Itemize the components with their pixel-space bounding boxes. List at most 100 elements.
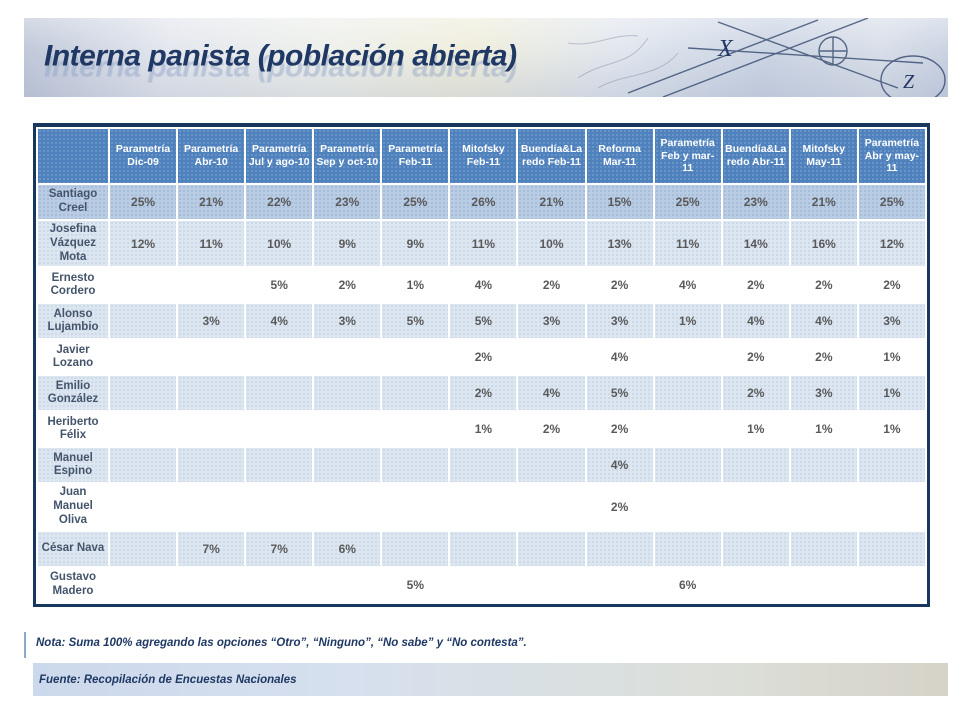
poll-value-cell: 16%: [790, 221, 857, 267]
candidate-name: Emilio González: [38, 376, 108, 411]
candidate-name: Josefina Vázquez Mota: [38, 221, 108, 267]
poll-value-cell: 2%: [450, 376, 517, 411]
poll-value-cell: 21%: [790, 185, 857, 219]
poll-value-cell: [586, 567, 653, 602]
poll-value-cell: [382, 340, 449, 375]
poll-value-cell: [178, 567, 245, 602]
table-row: Manuel Espino 4%: [38, 448, 925, 483]
poll-value-cell: 4%: [790, 304, 857, 339]
poll-value-cell: 11%: [654, 221, 721, 267]
poll-value-cell: 4%: [586, 448, 653, 483]
poll-value-cell: 1%: [858, 412, 925, 447]
poll-value-cell: [654, 484, 721, 530]
poll-value-cell: [314, 484, 381, 530]
poll-value-cell: [790, 567, 857, 602]
poll-value-cell: 5%: [382, 304, 449, 339]
poll-value-cell: 7%: [178, 531, 245, 566]
column-header: Buendía&Laredo Abr-11: [722, 129, 789, 183]
poll-value-cell: [382, 412, 449, 447]
poll-value-cell: 2%: [722, 268, 789, 303]
poll-value-cell: [178, 484, 245, 530]
poll-value-cell: 25%: [654, 185, 721, 219]
poll-value-cell: 3%: [178, 304, 245, 339]
poll-value-cell: [654, 531, 721, 566]
poll-value-cell: 2%: [518, 412, 585, 447]
poll-value-cell: 11%: [178, 221, 245, 267]
poll-value-cell: 2%: [586, 268, 653, 303]
poll-value-cell: [450, 567, 517, 602]
poll-value-cell: 1%: [382, 268, 449, 303]
poll-value-cell: [790, 531, 857, 566]
poll-value-cell: 5%: [382, 567, 449, 602]
poll-value-cell: [858, 484, 925, 530]
candidate-name: Juan Manuel Oliva: [38, 484, 108, 530]
poll-value-cell: 4%: [246, 304, 313, 339]
poll-value-cell: 4%: [722, 304, 789, 339]
column-header: Mitofsky Feb-11: [450, 129, 517, 183]
poll-value-cell: [178, 412, 245, 447]
poll-value-cell: [110, 340, 177, 375]
column-header: Parametría Abr-10: [178, 129, 245, 183]
candidate-name: Manuel Espino: [38, 448, 108, 483]
poll-value-cell: 15%: [586, 185, 653, 219]
poll-value-cell: 5%: [246, 268, 313, 303]
poll-value-cell: 25%: [858, 185, 925, 219]
header-row: Parametría Dic-09 Parametría Abr-10 Parame…: [38, 129, 925, 183]
column-header: Parametría Dic-09: [110, 129, 177, 183]
source-band: Fuente: Recopilación de Encuestas Nacion…: [33, 663, 948, 696]
column-header: Parametría Feb y mar-11: [654, 129, 721, 183]
poll-value-cell: 9%: [314, 221, 381, 267]
poll-value-cell: 25%: [382, 185, 449, 219]
poll-value-cell: 2%: [314, 268, 381, 303]
title-banner: X Z Interna panista (población abierta): [24, 18, 948, 97]
poll-value-cell: 14%: [722, 221, 789, 267]
poll-value-cell: [450, 531, 517, 566]
poll-value-cell: 22%: [246, 185, 313, 219]
poll-value-cell: 4%: [586, 340, 653, 375]
poll-value-cell: [790, 484, 857, 530]
poll-value-cell: 1%: [858, 340, 925, 375]
poll-table-container: Parametría Dic-09 Parametría Abr-10 Parame…: [33, 123, 930, 607]
poll-value-cell: 12%: [110, 221, 177, 267]
poll-value-cell: [314, 412, 381, 447]
svg-text:Z: Z: [903, 71, 915, 93]
table-row: Alonso Lujambio 3% 4% 3% 5% 5% 3% 3% 1% 4% 4% 3%: [38, 304, 925, 339]
poll-value-cell: 2%: [790, 340, 857, 375]
column-header: Parametría Sep y oct-10: [314, 129, 381, 183]
poll-value-cell: 2%: [858, 268, 925, 303]
poll-value-cell: [450, 448, 517, 483]
poll-value-cell: 1%: [654, 304, 721, 339]
poll-value-cell: 4%: [450, 268, 517, 303]
poll-value-cell: [382, 484, 449, 530]
poll-value-cell: [790, 448, 857, 483]
poll-value-cell: 10%: [518, 221, 585, 267]
poll-value-cell: 9%: [382, 221, 449, 267]
poll-value-cell: 4%: [654, 268, 721, 303]
poll-value-cell: 3%: [790, 376, 857, 411]
column-header: Parametría Jul y ago-10: [246, 129, 313, 183]
note-accent-line: [24, 632, 26, 658]
banner-decoration: X Z: [568, 18, 946, 97]
candidate-name: César Nava: [38, 531, 108, 566]
poll-value-cell: [518, 567, 585, 602]
poll-value-cell: 2%: [722, 340, 789, 375]
poll-value-cell: 3%: [858, 304, 925, 339]
poll-value-cell: 2%: [518, 268, 585, 303]
table-row: César Nava 7% 7% 6%: [38, 531, 925, 566]
poll-value-cell: [314, 340, 381, 375]
poll-value-cell: [246, 567, 313, 602]
note-text: Nota: Suma 100% agregando las opciones “…: [36, 637, 527, 649]
poll-value-cell: [382, 376, 449, 411]
poll-value-cell: 3%: [586, 304, 653, 339]
corner-cell: [38, 129, 108, 183]
table-row: Heriberto Félix 1% 2% 2% 1% 1% 1%: [38, 412, 925, 447]
poll-value-cell: [178, 268, 245, 303]
poll-value-cell: 12%: [858, 221, 925, 267]
poll-value-cell: 3%: [518, 304, 585, 339]
table-row: Juan Manuel Oliva 2%: [38, 484, 925, 530]
poll-value-cell: 23%: [314, 185, 381, 219]
table-row: Emilio González 2% 4% 5% 2% 3% 1%: [38, 376, 925, 411]
poll-value-cell: [858, 567, 925, 602]
poll-value-cell: 21%: [178, 185, 245, 219]
poll-value-cell: [382, 448, 449, 483]
